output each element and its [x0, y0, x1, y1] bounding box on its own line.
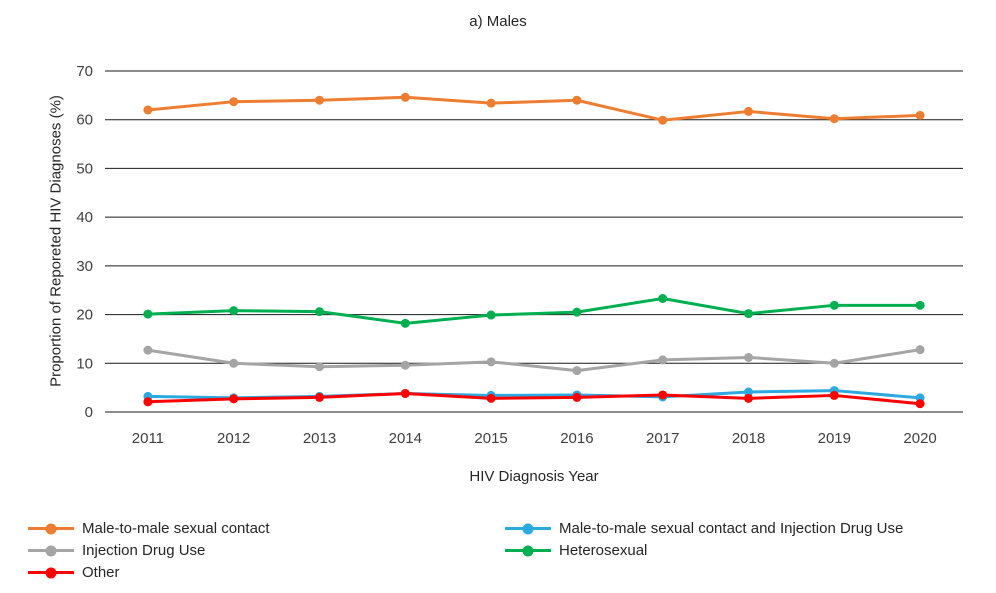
legend-item: Injection Drug Use [28, 541, 270, 560]
legend-marker-icon [28, 566, 74, 579]
series-marker-0 [486, 98, 496, 108]
series-marker-3 [572, 307, 582, 317]
x-tick-label: 2018 [732, 430, 765, 447]
legend-label: Male-to-male sexual contact [82, 520, 270, 537]
x-tick-label: 2020 [903, 430, 936, 447]
series-marker-0 [829, 114, 839, 124]
legend-item: Male-to-male sexual contact [28, 519, 270, 538]
series-marker-0 [915, 110, 925, 120]
chart-plot: 0 10 20 30 40 50 60 70 2011 2012 2013 2014 2015 2016 2… [76, 63, 963, 447]
y-tick-label: 0 [85, 404, 93, 421]
series-marker-4 [400, 388, 410, 398]
legend-label: Male-to-male sexual contact and Injectio… [559, 520, 904, 537]
legend-label: Heterosexual [559, 542, 648, 559]
x-tick-label: 2012 [217, 430, 250, 447]
x-tick-label: 2016 [560, 430, 593, 447]
x-axis-title: HIV Diagnosis Year [469, 468, 599, 485]
series-marker-3 [744, 309, 753, 319]
series-marker-2 [400, 360, 410, 370]
y-tick-label: 30 [76, 258, 93, 275]
series-marker-2 [229, 358, 239, 368]
y-tick-label: 40 [76, 209, 93, 226]
legend-marker-icon [28, 522, 74, 535]
series-marker-2 [143, 345, 153, 355]
legend-column-right: Male-to-male sexual contact and Injectio… [505, 519, 903, 560]
x-tick-label: 2014 [389, 430, 422, 447]
series-line-3 [146, 296, 922, 325]
series-marker-4 [829, 390, 839, 400]
legend-label: Other [82, 564, 120, 581]
legend-marker-icon [505, 522, 551, 535]
legend-column-left: Male-to-male sexual contact Injection Dru… [28, 519, 270, 582]
series-marker-3 [143, 309, 153, 319]
series-marker-3 [400, 318, 410, 328]
series-marker-3 [315, 307, 324, 317]
series-marker-3 [486, 310, 496, 320]
series-marker-3 [229, 306, 239, 316]
legend-item: Male-to-male sexual contact and Injectio… [505, 519, 903, 538]
x-tick-label: 2011 [132, 430, 164, 447]
series-marker-4 [486, 393, 496, 403]
legend-item: Other [28, 563, 270, 582]
x-tick-label: 2019 [818, 430, 851, 447]
series-marker-3 [829, 300, 839, 310]
series-marker-2 [658, 355, 668, 365]
series-marker-0 [143, 105, 153, 115]
series-marker-2 [572, 366, 582, 376]
legend-label: Injection Drug Use [82, 542, 206, 559]
series-marker-0 [658, 115, 668, 125]
series-line-0 [146, 95, 922, 122]
series-marker-0 [400, 92, 410, 102]
series-line-4 [146, 391, 922, 406]
series-marker-0 [572, 95, 582, 105]
legend-marker-icon [505, 544, 551, 557]
legend-item: Heterosexual [505, 541, 903, 560]
chart-title: a) Males [469, 13, 527, 30]
series-marker-4 [229, 394, 239, 404]
y-tick-label: 50 [76, 160, 93, 177]
y-tick-label: 10 [76, 355, 93, 372]
series-marker-2 [315, 362, 324, 372]
y-tick-label: 20 [76, 307, 93, 324]
series-marker-2 [486, 357, 496, 367]
series-marker-2 [744, 352, 753, 362]
series-marker-2 [915, 345, 925, 355]
x-tick-label: 2013 [303, 430, 336, 447]
legend-marker-icon [28, 544, 74, 557]
series-marker-0 [229, 97, 239, 107]
series-marker-4 [744, 393, 753, 403]
series-marker-0 [744, 106, 753, 116]
series-marker-4 [315, 392, 324, 402]
series-marker-1 [744, 387, 753, 397]
series-marker-3 [658, 293, 668, 303]
y-tick-label: 70 [76, 63, 93, 80]
series-marker-3 [915, 300, 925, 310]
series-marker-4 [915, 399, 925, 409]
y-tick-label: 60 [76, 112, 93, 129]
series-line-2 [146, 348, 922, 373]
series-marker-4 [143, 397, 153, 407]
series-marker-4 [572, 392, 582, 402]
x-tick-label: 2017 [646, 430, 679, 447]
series-marker-2 [829, 358, 839, 368]
series-marker-0 [315, 95, 324, 105]
x-tick-label: 2015 [474, 430, 507, 447]
series-marker-4 [658, 390, 668, 400]
